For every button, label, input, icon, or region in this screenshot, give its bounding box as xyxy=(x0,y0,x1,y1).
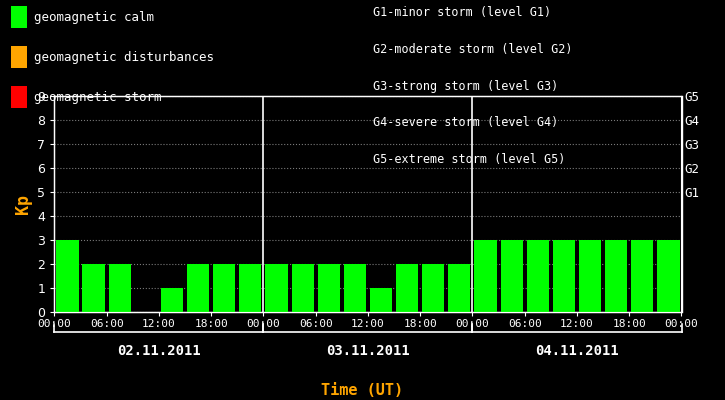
Text: G4-severe storm (level G4): G4-severe storm (level G4) xyxy=(373,116,559,130)
Bar xyxy=(57,240,78,312)
Bar xyxy=(658,240,679,312)
Bar xyxy=(187,264,210,312)
Text: geomagnetic disturbances: geomagnetic disturbances xyxy=(34,50,214,64)
Bar xyxy=(83,264,104,312)
Bar xyxy=(422,264,444,312)
Text: Time (UT): Time (UT) xyxy=(321,383,404,398)
Bar xyxy=(265,264,288,312)
Text: geomagnetic storm: geomagnetic storm xyxy=(34,90,162,104)
Bar xyxy=(396,264,418,312)
Bar xyxy=(552,240,575,312)
Bar xyxy=(344,264,366,312)
Y-axis label: Kp: Kp xyxy=(14,194,32,214)
Bar xyxy=(474,240,497,312)
Bar xyxy=(605,240,627,312)
Text: geomagnetic calm: geomagnetic calm xyxy=(34,10,154,24)
Bar xyxy=(448,264,471,312)
Text: G5-extreme storm (level G5): G5-extreme storm (level G5) xyxy=(373,153,566,166)
Bar xyxy=(291,264,314,312)
Bar xyxy=(370,288,392,312)
Text: G2-moderate storm (level G2): G2-moderate storm (level G2) xyxy=(373,43,573,56)
Bar xyxy=(631,240,653,312)
Text: 04.11.2011: 04.11.2011 xyxy=(535,344,619,358)
Text: 03.11.2011: 03.11.2011 xyxy=(326,344,410,358)
Text: 02.11.2011: 02.11.2011 xyxy=(117,344,201,358)
Bar xyxy=(213,264,236,312)
Bar xyxy=(579,240,601,312)
Text: G3-strong storm (level G3): G3-strong storm (level G3) xyxy=(373,80,559,93)
Bar xyxy=(161,288,183,312)
Bar xyxy=(239,264,262,312)
Bar xyxy=(526,240,549,312)
Bar xyxy=(500,240,523,312)
Text: G1-minor storm (level G1): G1-minor storm (level G1) xyxy=(373,6,552,19)
Bar xyxy=(109,264,130,312)
Bar xyxy=(318,264,340,312)
